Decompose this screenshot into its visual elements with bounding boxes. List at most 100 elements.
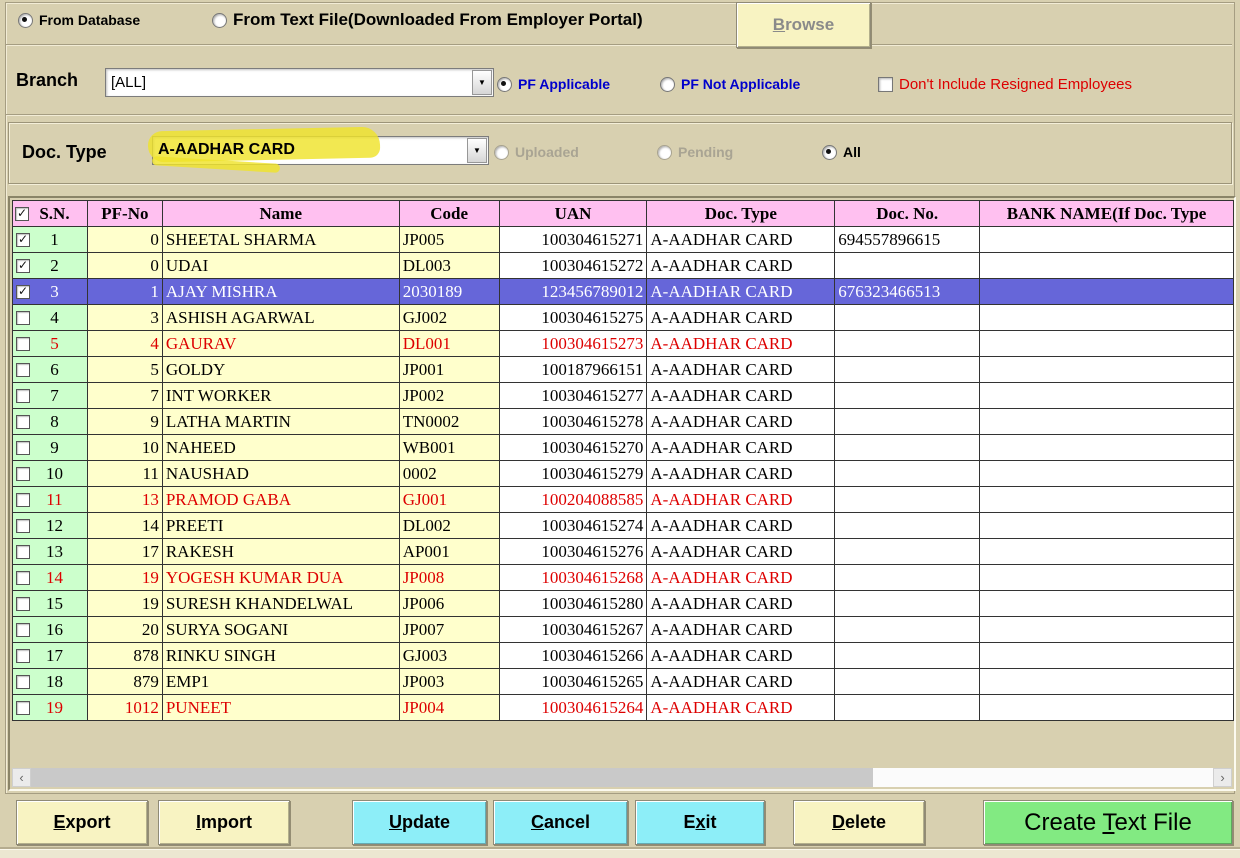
cell-uan[interactable]: 100304615267: [498, 616, 648, 643]
cell-code[interactable]: 2030189: [398, 278, 500, 305]
table-row[interactable]: 4 3 ASHISH AGARWAL GJ002 100304615275 A-AADHA…: [12, 304, 1234, 331]
cell-doc_no[interactable]: [834, 616, 981, 643]
cell-pf_no[interactable]: 879: [86, 668, 163, 695]
cell-code[interactable]: GJ003: [398, 642, 500, 669]
cell-doc_no[interactable]: [834, 564, 981, 591]
column-header[interactable]: UAN: [498, 200, 648, 227]
row-checkbox[interactable]: [16, 700, 30, 715]
cell-pf_no[interactable]: 878: [86, 642, 163, 669]
cell-doc_no[interactable]: [834, 356, 981, 383]
cell-sn[interactable]: 12: [12, 512, 88, 539]
cell-sn[interactable]: ✓ 3: [12, 278, 88, 305]
cell-doc_no[interactable]: [834, 252, 981, 279]
cell-name[interactable]: AJAY MISHRA: [161, 278, 400, 305]
cell-code[interactable]: DL002: [398, 512, 500, 539]
cell-doc_no[interactable]: [834, 538, 981, 565]
cell-bank[interactable]: [979, 252, 1234, 279]
scroll-left-button[interactable]: ‹: [12, 768, 31, 787]
cell-doc_type[interactable]: A-AADHAR CARD: [646, 538, 836, 565]
update-button[interactable]: Update: [352, 800, 487, 845]
branch-combobox[interactable]: [ALL] ▼: [105, 68, 494, 97]
cell-name[interactable]: PRAMOD GABA: [161, 486, 400, 513]
cell-doc_type[interactable]: A-AADHAR CARD: [646, 590, 836, 617]
cell-code[interactable]: JP007: [398, 616, 500, 643]
cell-pf_no[interactable]: 9: [86, 408, 163, 435]
cell-code[interactable]: JP008: [398, 564, 500, 591]
cell-sn[interactable]: 11: [12, 486, 88, 513]
table-row[interactable]: ✓ 1 0 SHEETAL SHARMA JP005 100304615271 A-AADH…: [12, 226, 1234, 253]
table-row[interactable]: 12 14 PREETI DL002 100304615274 A-AADHAR CARD: [12, 512, 1234, 539]
cell-doc_no[interactable]: [834, 460, 981, 487]
cell-bank[interactable]: [979, 616, 1234, 643]
row-checkbox[interactable]: [16, 648, 30, 663]
row-checkbox[interactable]: ✓: [15, 205, 29, 221]
delete-button[interactable]: Delete: [793, 800, 925, 845]
cell-pf_no[interactable]: 19: [86, 590, 163, 617]
cell-code[interactable]: JP004: [398, 694, 500, 721]
cell-pf_no[interactable]: 17: [86, 538, 163, 565]
cell-doc_type[interactable]: A-AADHAR CARD: [646, 408, 836, 435]
cell-doc_no[interactable]: [834, 590, 981, 617]
cell-pf_no[interactable]: 19: [86, 564, 163, 591]
cell-uan[interactable]: 100304615265: [498, 668, 648, 695]
cell-pf_no[interactable]: 1: [86, 278, 163, 305]
cell-uan[interactable]: 100304615276: [498, 538, 648, 565]
cell-uan[interactable]: 100304615270: [498, 434, 648, 461]
export-button[interactable]: Export: [16, 800, 148, 845]
cell-doc_type[interactable]: A-AADHAR CARD: [646, 460, 836, 487]
cell-code[interactable]: GJ001: [398, 486, 500, 513]
from-textfile-radio[interactable]: [212, 12, 227, 28]
cell-sn[interactable]: 4: [12, 304, 88, 331]
pending-radio[interactable]: [657, 144, 672, 160]
cell-doc_no[interactable]: [834, 382, 981, 409]
cell-sn[interactable]: 17: [12, 642, 88, 669]
cell-code[interactable]: WB001: [398, 434, 500, 461]
cell-name[interactable]: UDAI: [161, 252, 400, 279]
cell-name[interactable]: YOGESH KUMAR DUA: [161, 564, 400, 591]
cell-uan[interactable]: 100187966151: [498, 356, 648, 383]
row-checkbox[interactable]: [16, 596, 30, 611]
horizontal-scrollbar[interactable]: ‹ ›: [12, 768, 1232, 787]
uploaded-radio[interactable]: [494, 144, 509, 160]
cell-sn[interactable]: ✓ 2: [12, 252, 88, 279]
column-header[interactable]: PF-No: [86, 200, 163, 227]
cell-doc_type[interactable]: A-AADHAR CARD: [646, 330, 836, 357]
cell-sn[interactable]: 18: [12, 668, 88, 695]
cell-uan[interactable]: 100304615266: [498, 642, 648, 669]
cell-name[interactable]: PUNEET: [161, 694, 400, 721]
cell-pf_no[interactable]: 1012: [86, 694, 163, 721]
cell-bank[interactable]: [979, 434, 1234, 461]
cell-bank[interactable]: [979, 382, 1234, 409]
column-header[interactable]: ✓ S.N.: [12, 200, 88, 227]
pf-not-applicable-radio[interactable]: [660, 76, 675, 92]
cell-uan[interactable]: 100304615280: [498, 590, 648, 617]
cell-doc_no[interactable]: [834, 304, 981, 331]
table-row[interactable]: 5 4 GAURAV DL001 100304615273 A-AADHAR CARD: [12, 330, 1234, 357]
cell-doc_no[interactable]: [834, 434, 981, 461]
row-checkbox[interactable]: ✓: [16, 231, 30, 247]
table-row[interactable]: 15 19 SURESH KHANDELWAL JP006 100304615280 A-…: [12, 590, 1234, 617]
cell-pf_no[interactable]: 13: [86, 486, 163, 513]
cell-code[interactable]: JP001: [398, 356, 500, 383]
cell-doc_type[interactable]: A-AADHAR CARD: [646, 616, 836, 643]
cell-name[interactable]: ASHISH AGARWAL: [161, 304, 400, 331]
from-database-radio[interactable]: [18, 12, 33, 28]
table-row[interactable]: 10 11 NAUSHAD 0002 100304615279 A-AADHAR CARD: [12, 460, 1234, 487]
row-checkbox[interactable]: [16, 570, 30, 585]
cell-code[interactable]: 0002: [398, 460, 500, 487]
cell-pf_no[interactable]: 20: [86, 616, 163, 643]
row-checkbox[interactable]: [16, 336, 30, 351]
cell-doc_type[interactable]: A-AADHAR CARD: [646, 304, 836, 331]
cell-name[interactable]: LATHA MARTIN: [161, 408, 400, 435]
cell-doc_type[interactable]: A-AADHAR CARD: [646, 512, 836, 539]
table-row[interactable]: 7 7 INT WORKER JP002 100304615277 A-AADHAR CA…: [12, 382, 1234, 409]
cell-name[interactable]: RAKESH: [161, 538, 400, 565]
cell-uan[interactable]: 100304615279: [498, 460, 648, 487]
row-checkbox[interactable]: ✓: [16, 283, 30, 299]
cell-uan[interactable]: 100304615271: [498, 226, 648, 253]
cell-doc_type[interactable]: A-AADHAR CARD: [646, 382, 836, 409]
cell-bank[interactable]: [979, 590, 1234, 617]
row-checkbox[interactable]: [16, 440, 30, 455]
row-checkbox[interactable]: ✓: [16, 257, 30, 273]
row-checkbox[interactable]: [16, 388, 30, 403]
